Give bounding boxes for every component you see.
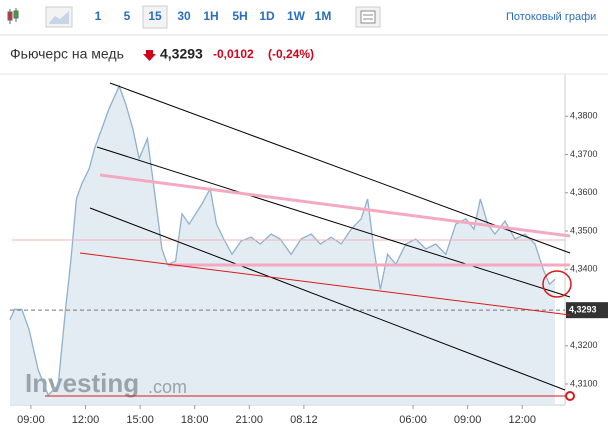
line bbox=[9, 84, 556, 397]
interval[interactable]: 1D bbox=[259, 9, 275, 23]
price: 4,3293 bbox=[160, 46, 203, 62]
interval[interactable]: 1H bbox=[203, 9, 218, 23]
line-handle bbox=[565, 391, 575, 401]
interval[interactable]: 15 bbox=[148, 9, 162, 23]
plot: 4,3100 4,3200 4,3400 4,3500 4,3600 4,3700 4,38… bbox=[9, 75, 608, 426]
y-tick-label: 4,3400 bbox=[570, 264, 598, 274]
x-tick-label: 12:00 bbox=[72, 414, 100, 426]
area bbox=[10, 86, 555, 405]
y-tick-label: 4,3600 bbox=[570, 187, 598, 197]
area-icon[interactable] bbox=[45, 6, 73, 28]
interval[interactable]: 1W bbox=[287, 9, 306, 23]
y-tick-label: 4,3700 bbox=[570, 149, 598, 159]
axis-panel bbox=[565, 75, 608, 405]
instrument-name: Фьючерс на медь bbox=[10, 46, 124, 62]
x-tick-label: 09:00 bbox=[17, 414, 45, 426]
y-tick-label: 4,3100 bbox=[570, 378, 598, 388]
watermark: .com bbox=[148, 377, 187, 397]
x-tick-label: 21:00 bbox=[236, 414, 264, 426]
current-price-box bbox=[566, 302, 608, 319]
interval[interactable]: 1 bbox=[95, 9, 102, 23]
change: -0,0102 bbox=[213, 47, 254, 61]
x-tick-label: 09:00 bbox=[454, 414, 482, 426]
trend-line bbox=[99, 173, 571, 238]
y-tick-label: 4,3800 bbox=[570, 111, 598, 121]
trend-line bbox=[79, 252, 571, 316]
current-price-label: 4,3293 bbox=[569, 305, 597, 315]
drawings bbox=[12, 82, 575, 401]
trend-line bbox=[96, 146, 571, 298]
interval[interactable]: 5 bbox=[124, 9, 131, 23]
y-tick-label: 4,3200 bbox=[570, 340, 598, 350]
watermark: Investing bbox=[25, 368, 139, 398]
x-tick-label: 12:00 bbox=[508, 414, 536, 426]
interval[interactable]: 5H bbox=[232, 9, 247, 23]
down-arrow bbox=[143, 50, 156, 61]
interval[interactable]: 30 bbox=[177, 9, 191, 23]
interval-selected-box bbox=[142, 5, 168, 29]
change-pct: (-0,24%) bbox=[268, 47, 314, 61]
candles-icon[interactable] bbox=[7, 8, 19, 24]
highlight-ellipse bbox=[542, 270, 572, 298]
table-icon[interactable] bbox=[355, 6, 381, 28]
x-tick-label: 08.12 bbox=[290, 414, 318, 426]
trend-line bbox=[89, 207, 566, 391]
y-tick-label: 4,3500 bbox=[570, 225, 598, 235]
stream-link[interactable]: Потоковый графи bbox=[506, 11, 596, 23]
interval[interactable]: 1M bbox=[315, 9, 332, 23]
x-tick-label: 18:00 bbox=[181, 414, 209, 426]
x-tick-label: 06:00 bbox=[399, 414, 427, 426]
x-tick-label: 15:00 bbox=[126, 414, 154, 426]
